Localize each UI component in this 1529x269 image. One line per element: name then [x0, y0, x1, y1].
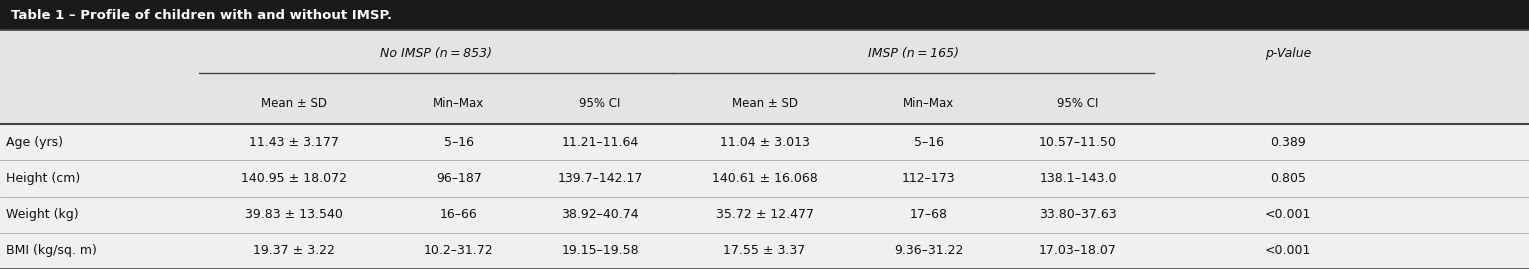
Text: 11.04 ± 3.013: 11.04 ± 3.013 — [720, 136, 809, 149]
Text: 139.7–142.17: 139.7–142.17 — [558, 172, 642, 185]
Text: 5–16: 5–16 — [443, 136, 474, 149]
Text: 39.83 ± 13.540: 39.83 ± 13.540 — [245, 208, 344, 221]
Text: p-Value: p-Value — [1264, 47, 1312, 60]
Text: 140.95 ± 18.072: 140.95 ± 18.072 — [242, 172, 347, 185]
Text: 9.36–31.22: 9.36–31.22 — [894, 244, 963, 257]
Text: 35.72 ± 12.477: 35.72 ± 12.477 — [716, 208, 813, 221]
Text: 33.80–37.63: 33.80–37.63 — [1040, 208, 1116, 221]
Text: 11.21–11.64: 11.21–11.64 — [561, 136, 639, 149]
Text: 11.43 ± 3.177: 11.43 ± 3.177 — [249, 136, 339, 149]
Text: <0.001: <0.001 — [1264, 208, 1312, 221]
Text: IMSP (n = 165): IMSP (n = 165) — [868, 47, 959, 60]
Text: 95% CI: 95% CI — [1057, 97, 1099, 109]
Text: 17.55 ± 3.37: 17.55 ± 3.37 — [723, 244, 806, 257]
Bar — [0, 124, 1529, 269]
Text: 38.92–40.74: 38.92–40.74 — [561, 208, 639, 221]
Text: Age (yrs): Age (yrs) — [6, 136, 63, 149]
Text: 16–66: 16–66 — [440, 208, 477, 221]
Text: 112–173: 112–173 — [902, 172, 956, 185]
Text: 17–68: 17–68 — [910, 208, 948, 221]
Text: Mean ± SD: Mean ± SD — [731, 97, 798, 109]
Bar — [0, 30, 1529, 124]
Text: Min–Max: Min–Max — [433, 97, 485, 109]
Text: 0.805: 0.805 — [1271, 172, 1306, 185]
Text: BMI (kg/sq. m): BMI (kg/sq. m) — [6, 244, 96, 257]
Text: 10.57–11.50: 10.57–11.50 — [1040, 136, 1116, 149]
Text: 138.1–143.0: 138.1–143.0 — [1040, 172, 1116, 185]
Text: 95% CI: 95% CI — [579, 97, 621, 109]
Text: 19.37 ± 3.22: 19.37 ± 3.22 — [254, 244, 335, 257]
Text: 19.15–19.58: 19.15–19.58 — [561, 244, 639, 257]
Text: 10.2–31.72: 10.2–31.72 — [424, 244, 494, 257]
Text: Weight (kg): Weight (kg) — [6, 208, 78, 221]
Text: <0.001: <0.001 — [1264, 244, 1312, 257]
Text: 0.389: 0.389 — [1271, 136, 1306, 149]
Text: Height (cm): Height (cm) — [6, 172, 81, 185]
Text: Mean ± SD: Mean ± SD — [261, 97, 327, 109]
Text: Table 1 – Profile of children with and without IMSP.: Table 1 – Profile of children with and w… — [11, 9, 391, 22]
Text: 96–187: 96–187 — [436, 172, 482, 185]
Text: 140.61 ± 16.068: 140.61 ± 16.068 — [711, 172, 818, 185]
Text: 17.03–18.07: 17.03–18.07 — [1040, 244, 1116, 257]
Text: 5–16: 5–16 — [914, 136, 943, 149]
Text: No IMSP (n = 853): No IMSP (n = 853) — [379, 47, 492, 60]
Text: Min–Max: Min–Max — [904, 97, 954, 109]
Bar — [0, 0, 1529, 30]
